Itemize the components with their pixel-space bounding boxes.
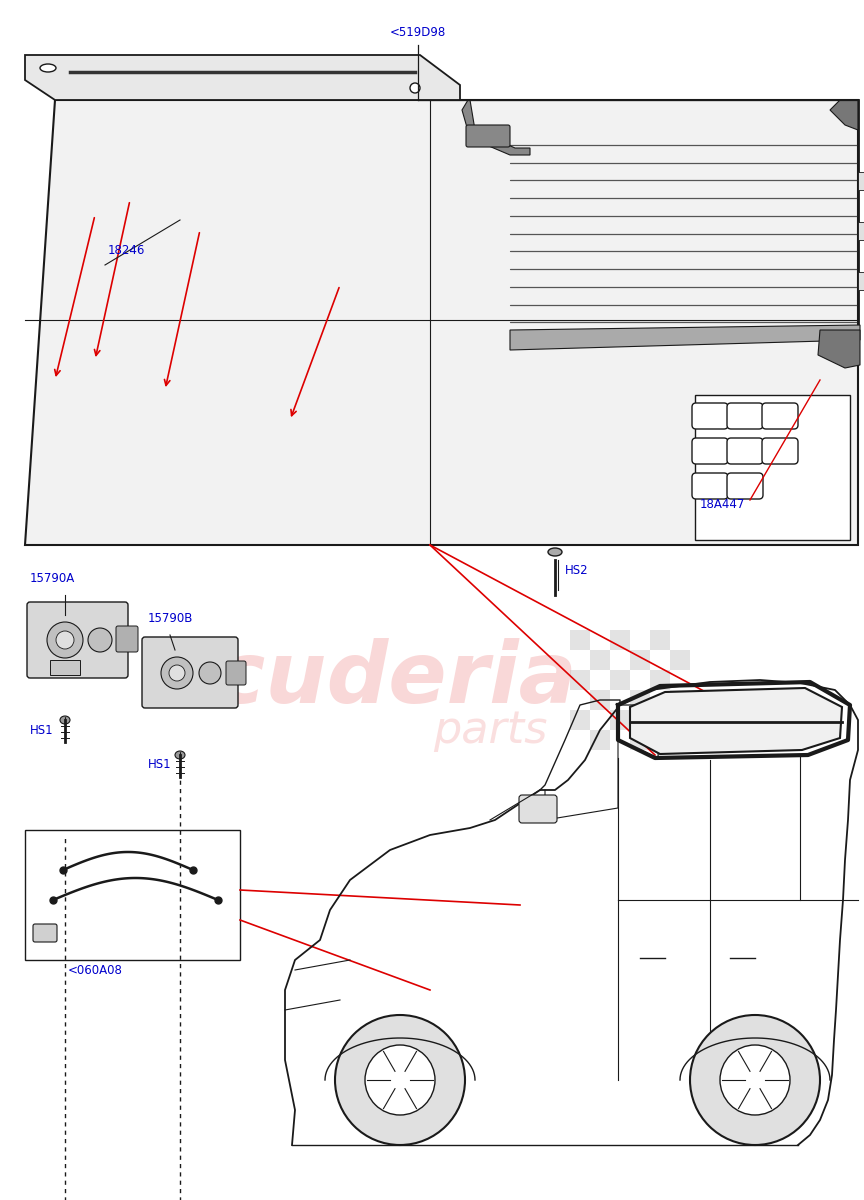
Bar: [650, 670, 670, 690]
Bar: [630, 730, 650, 750]
Bar: [670, 690, 690, 710]
Bar: [610, 710, 630, 730]
Bar: [570, 710, 590, 730]
Bar: [570, 630, 590, 650]
Bar: [650, 710, 670, 730]
Circle shape: [199, 662, 221, 684]
Polygon shape: [462, 100, 530, 155]
Text: HS1: HS1: [148, 758, 172, 772]
Circle shape: [56, 631, 74, 649]
Bar: [570, 670, 590, 690]
Polygon shape: [25, 55, 460, 100]
Text: 15790A: 15790A: [30, 571, 75, 584]
Circle shape: [335, 1015, 465, 1145]
FancyBboxPatch shape: [116, 626, 138, 652]
Circle shape: [161, 658, 193, 689]
Bar: [650, 630, 670, 650]
FancyBboxPatch shape: [466, 125, 510, 146]
Text: scuderia: scuderia: [163, 638, 577, 721]
Ellipse shape: [548, 548, 562, 556]
FancyBboxPatch shape: [762, 438, 798, 464]
Text: HS2: HS2: [565, 564, 588, 576]
Polygon shape: [818, 330, 860, 368]
Text: <519D98: <519D98: [390, 25, 446, 38]
Text: <060A08: <060A08: [68, 964, 123, 977]
FancyBboxPatch shape: [692, 403, 728, 428]
Text: parts: parts: [433, 708, 547, 751]
Polygon shape: [830, 100, 858, 130]
Bar: [670, 650, 690, 670]
FancyBboxPatch shape: [692, 473, 728, 499]
Bar: [858, 272, 864, 290]
FancyBboxPatch shape: [519, 794, 557, 823]
FancyBboxPatch shape: [33, 924, 57, 942]
Bar: [50, 660, 80, 674]
FancyBboxPatch shape: [762, 403, 798, 428]
Text: 15790B: 15790B: [148, 612, 194, 624]
FancyBboxPatch shape: [226, 661, 246, 685]
Circle shape: [365, 1045, 435, 1115]
Bar: [670, 730, 690, 750]
Ellipse shape: [60, 716, 70, 724]
Circle shape: [169, 665, 185, 680]
Bar: [610, 670, 630, 690]
Bar: [858, 172, 864, 190]
Bar: [590, 650, 610, 670]
Ellipse shape: [410, 83, 420, 92]
Bar: [590, 690, 610, 710]
Circle shape: [47, 622, 83, 658]
Polygon shape: [510, 325, 860, 350]
FancyBboxPatch shape: [142, 637, 238, 708]
FancyBboxPatch shape: [727, 438, 763, 464]
Ellipse shape: [40, 64, 56, 72]
Bar: [630, 690, 650, 710]
FancyBboxPatch shape: [727, 403, 763, 428]
Polygon shape: [630, 688, 842, 754]
Bar: [590, 730, 610, 750]
Text: HS1: HS1: [30, 724, 54, 737]
FancyBboxPatch shape: [27, 602, 128, 678]
Bar: [630, 650, 650, 670]
Bar: [610, 630, 630, 650]
Text: 18246: 18246: [108, 244, 145, 257]
Circle shape: [690, 1015, 820, 1145]
Bar: [858, 222, 864, 240]
Bar: [695, 395, 850, 540]
Polygon shape: [25, 100, 858, 545]
Circle shape: [88, 628, 112, 652]
FancyBboxPatch shape: [692, 438, 728, 464]
Ellipse shape: [175, 751, 185, 758]
Text: 18A447: 18A447: [700, 498, 746, 511]
Circle shape: [720, 1045, 790, 1115]
Bar: [25, 830, 240, 960]
FancyBboxPatch shape: [727, 473, 763, 499]
